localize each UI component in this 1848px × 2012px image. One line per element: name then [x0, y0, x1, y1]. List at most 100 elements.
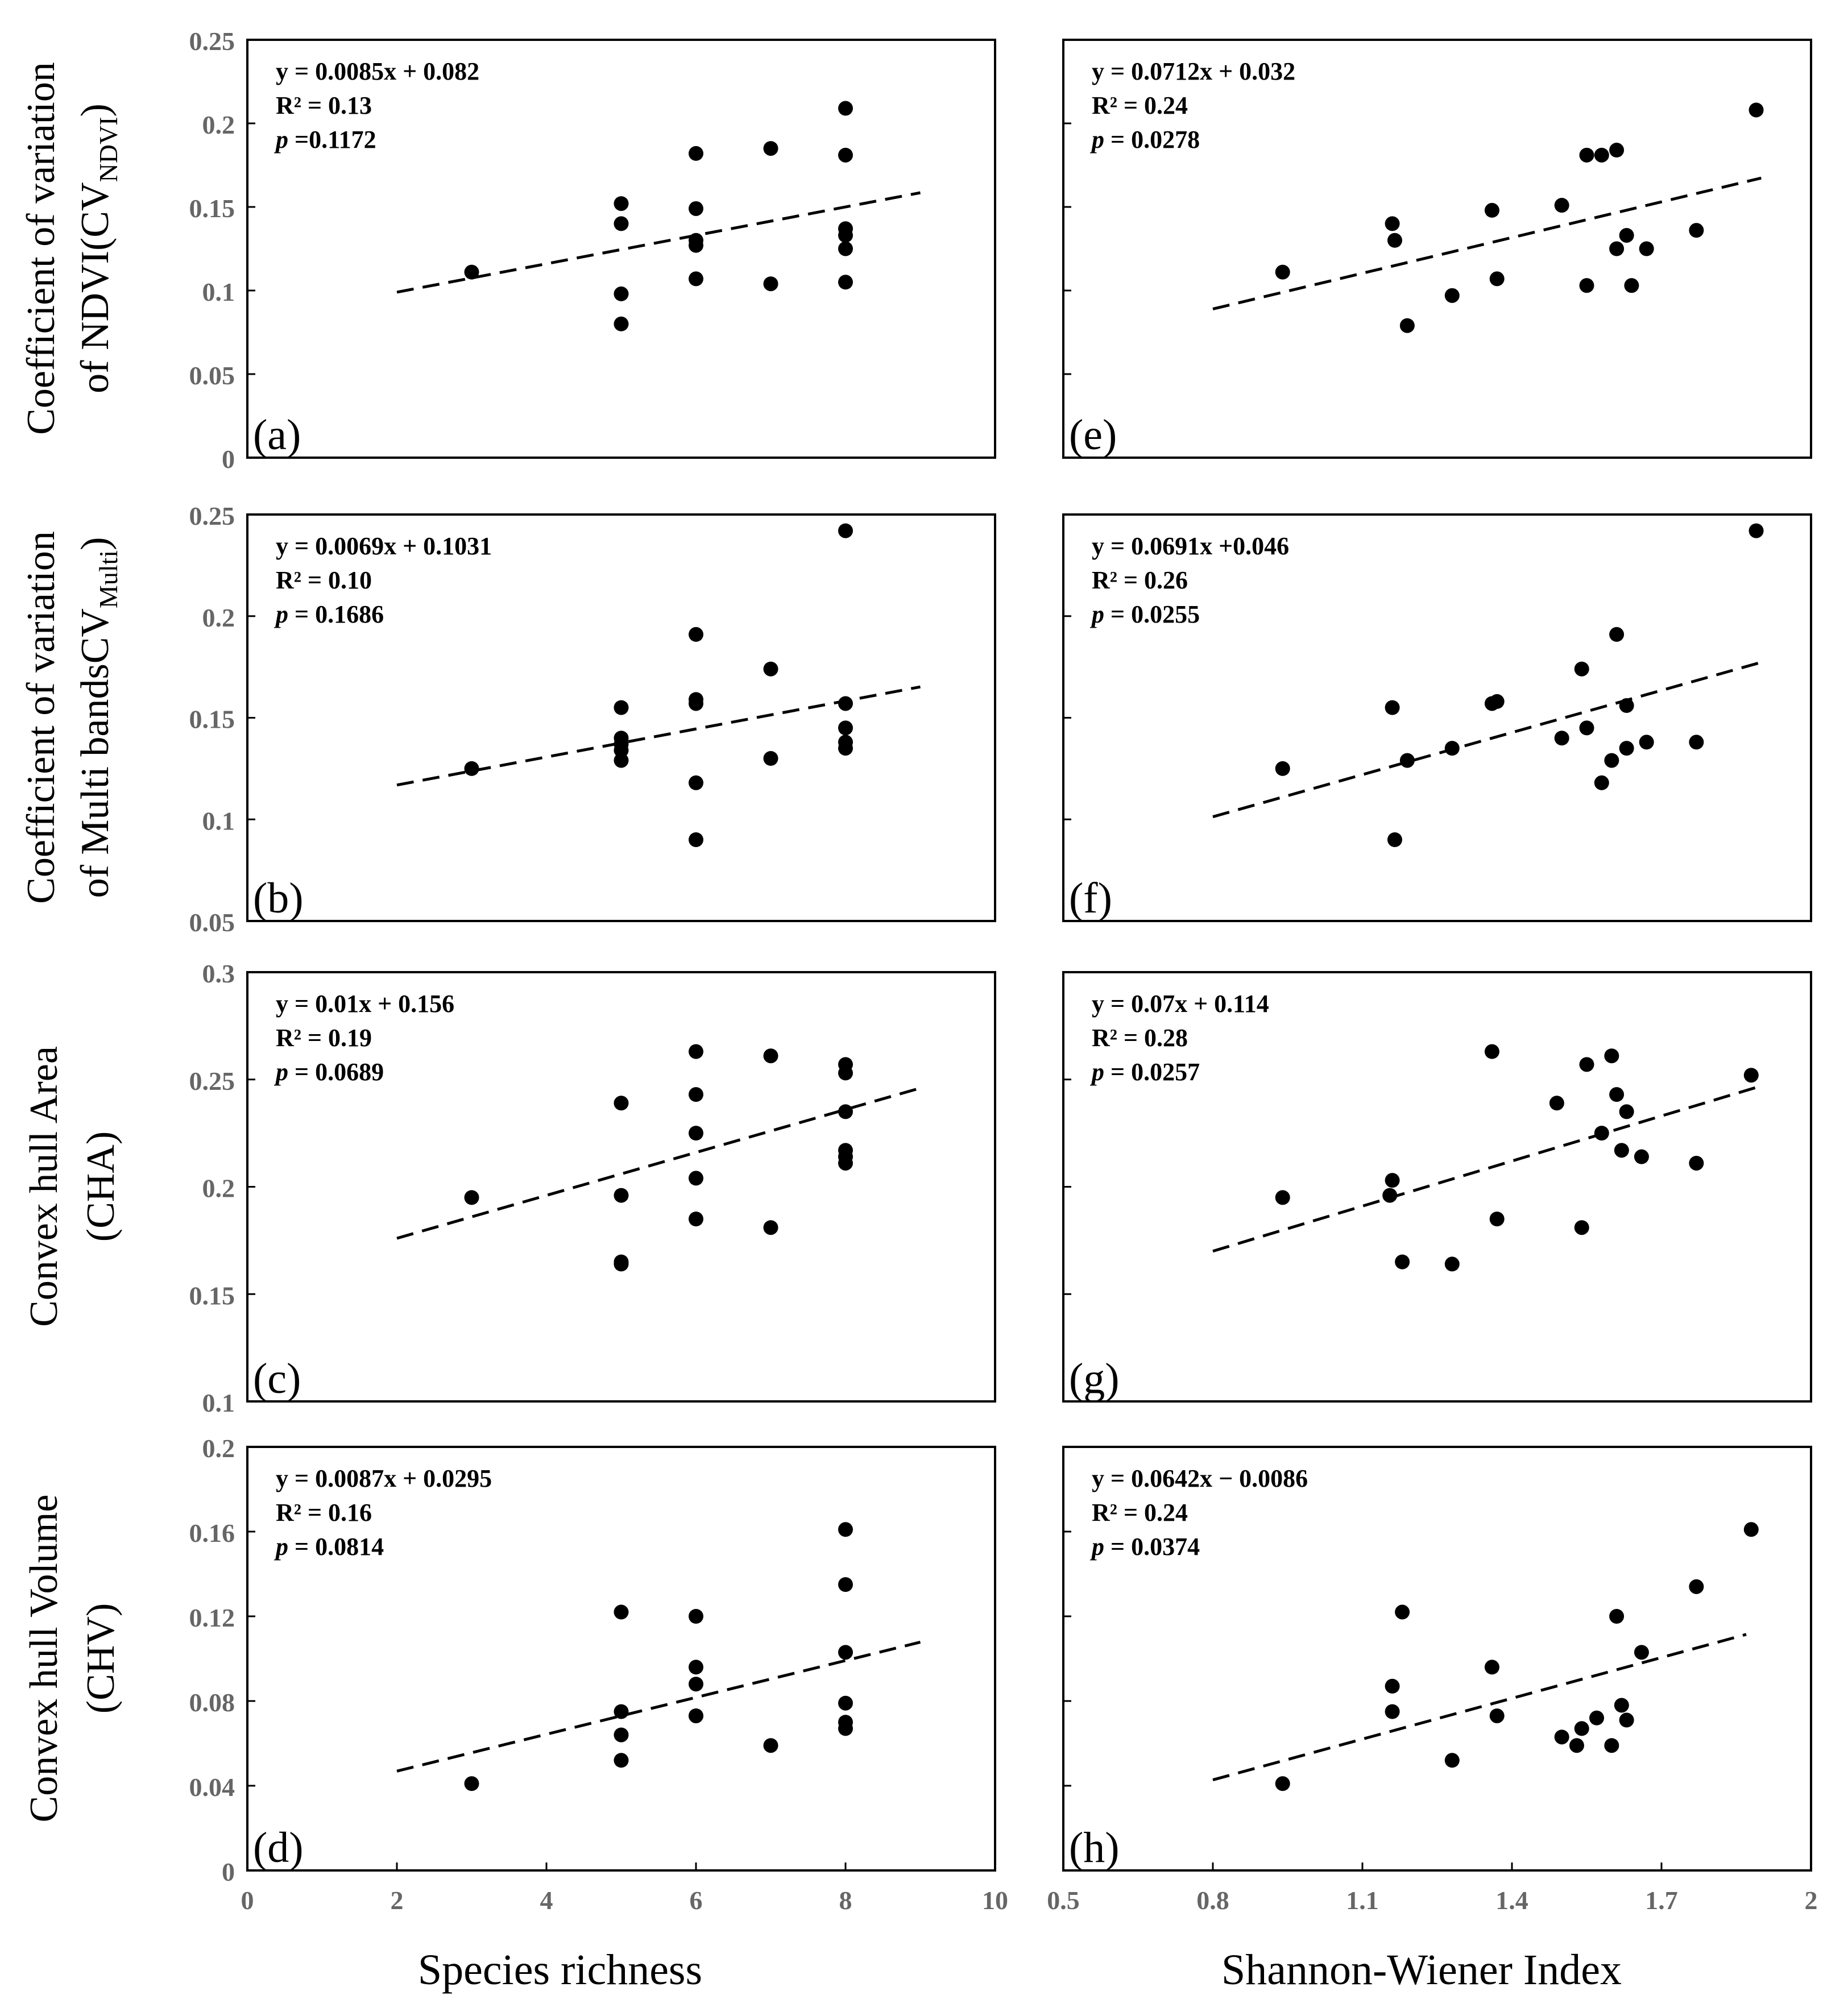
plot-frame: [246, 1446, 996, 1872]
data-point: [838, 720, 853, 736]
x-tick-label: 1.4: [1495, 1886, 1528, 1915]
data-point: [689, 271, 703, 287]
data-point: [1579, 720, 1594, 736]
p-value: p = 0.1686: [274, 600, 384, 628]
x-tick-label: 1.7: [1645, 1886, 1678, 1915]
data-point: [1594, 147, 1609, 163]
y-tick-label: 0.15: [189, 705, 235, 734]
plot-frame: [1062, 1446, 1812, 1872]
data-point: [1385, 216, 1400, 231]
panel-label: (h): [1069, 1824, 1120, 1872]
data-point: [614, 700, 629, 715]
p-value: p = 0.0255: [1089, 600, 1200, 628]
x-tick-label: 10: [982, 1886, 1008, 1915]
y-label-subscript: NDVI: [94, 117, 123, 182]
data-point: [1589, 1710, 1605, 1725]
data-point: [1624, 278, 1639, 293]
data-point: [1387, 233, 1402, 248]
data-point: [689, 201, 703, 216]
data-point: [1689, 735, 1704, 750]
data-point: [763, 1738, 778, 1753]
y-label-line-1: Convex hull Volume: [22, 1495, 66, 1823]
data-point: [838, 523, 853, 538]
data-point: [1574, 1721, 1589, 1736]
data-point: [1489, 271, 1505, 287]
panel-e: y = 0.0712x + 0.032 R² = 0.24 p = 0.0278 (e…: [1062, 39, 1812, 459]
data-point: [1594, 1126, 1609, 1141]
data-point: [689, 696, 703, 711]
data-point: [464, 264, 479, 280]
p-number: =0.1172: [288, 126, 376, 154]
data-point: [1609, 241, 1625, 256]
data-point: [1639, 735, 1654, 750]
data-point: [1554, 1729, 1569, 1745]
data-point: [1639, 241, 1654, 256]
p-symbol: p: [1089, 1058, 1104, 1086]
y-tick-label: 0: [222, 445, 235, 474]
y-tick-label: 0.2: [202, 603, 235, 632]
data-point: [1604, 1738, 1619, 1753]
data-point: [614, 1188, 629, 1203]
data-point: [1634, 1149, 1649, 1164]
data-point: [1609, 143, 1625, 158]
r-squared: R² = 0.13: [276, 92, 372, 119]
r-squared: R² = 0.26: [1092, 566, 1188, 594]
r-squared: R² = 0.16: [276, 1499, 372, 1526]
data-point: [614, 753, 629, 768]
data-point: [838, 1065, 853, 1081]
p-number: = 0.0255: [1104, 600, 1200, 628]
y-tick-label: 0.1: [202, 806, 235, 835]
panel-label: (e): [1069, 411, 1117, 459]
x-tick-label: 2: [391, 1886, 404, 1915]
p-symbol: p: [1089, 126, 1104, 154]
data-point: [1444, 741, 1460, 756]
y-tick-label: 0.12: [189, 1603, 235, 1632]
data-point: [614, 316, 629, 331]
y-label-line-2: (CHA): [79, 1131, 123, 1242]
data-point: [1399, 318, 1415, 333]
data-point: [1489, 694, 1505, 709]
data-point: [689, 1044, 703, 1059]
data-point: [1579, 278, 1594, 293]
data-point: [838, 1695, 853, 1711]
r-squared: R² = 0.28: [1092, 1024, 1188, 1052]
trend-line: [396, 1641, 921, 1773]
x-tick-label: 4: [540, 1886, 553, 1915]
data-point: [1385, 1173, 1400, 1188]
r-squared: R² = 0.10: [276, 566, 372, 594]
x-tick-label: 0.8: [1196, 1886, 1229, 1915]
regression-equation: y = 0.01x + 0.156: [276, 990, 454, 1018]
y-tick-label: 0: [222, 1857, 235, 1886]
data-point: [1489, 1708, 1505, 1724]
y-label-text: (CHA): [79, 1131, 123, 1242]
y-tick-label: 0.2: [202, 110, 235, 139]
panel-g: y = 0.07x + 0.114 R² = 0.28 p = 0.0257 (g): [1062, 971, 1812, 1403]
data-point: [838, 101, 853, 116]
data-point: [1385, 1678, 1400, 1694]
y-tick-label: 0.15: [189, 1281, 235, 1310]
y-axis-label-row-2: Coefficient of variation of Multi bandsCV…: [19, 531, 123, 904]
regression-equation: y = 0.0691x +0.046: [1092, 532, 1289, 560]
x-tick-label: 0.5: [1047, 1886, 1080, 1915]
data-point: [1689, 1579, 1704, 1594]
regression-equation: y = 0.07x + 0.114: [1092, 990, 1269, 1018]
data-point: [763, 141, 778, 156]
trend-line: [1212, 176, 1762, 310]
data-point: [1614, 1143, 1629, 1158]
data-point: [464, 1190, 479, 1205]
p-number: = 0.0814: [288, 1533, 384, 1561]
data-point: [763, 276, 778, 292]
y-axis-label-row-3: Convex hull Area (CHA): [22, 1046, 123, 1327]
panel-label: (b): [253, 874, 304, 922]
trend-line: [1212, 1633, 1747, 1782]
data-point: [1382, 1188, 1398, 1203]
data-point: [1748, 102, 1764, 118]
data-point: [1594, 775, 1609, 790]
y-tick-label: 0.1: [202, 277, 235, 306]
panel-label: (c): [253, 1355, 301, 1403]
y-label-text: (CHV): [79, 1603, 123, 1714]
data-point: [1619, 1712, 1634, 1728]
p-number: = 0.0278: [1104, 126, 1200, 154]
data-point: [1569, 1738, 1584, 1753]
